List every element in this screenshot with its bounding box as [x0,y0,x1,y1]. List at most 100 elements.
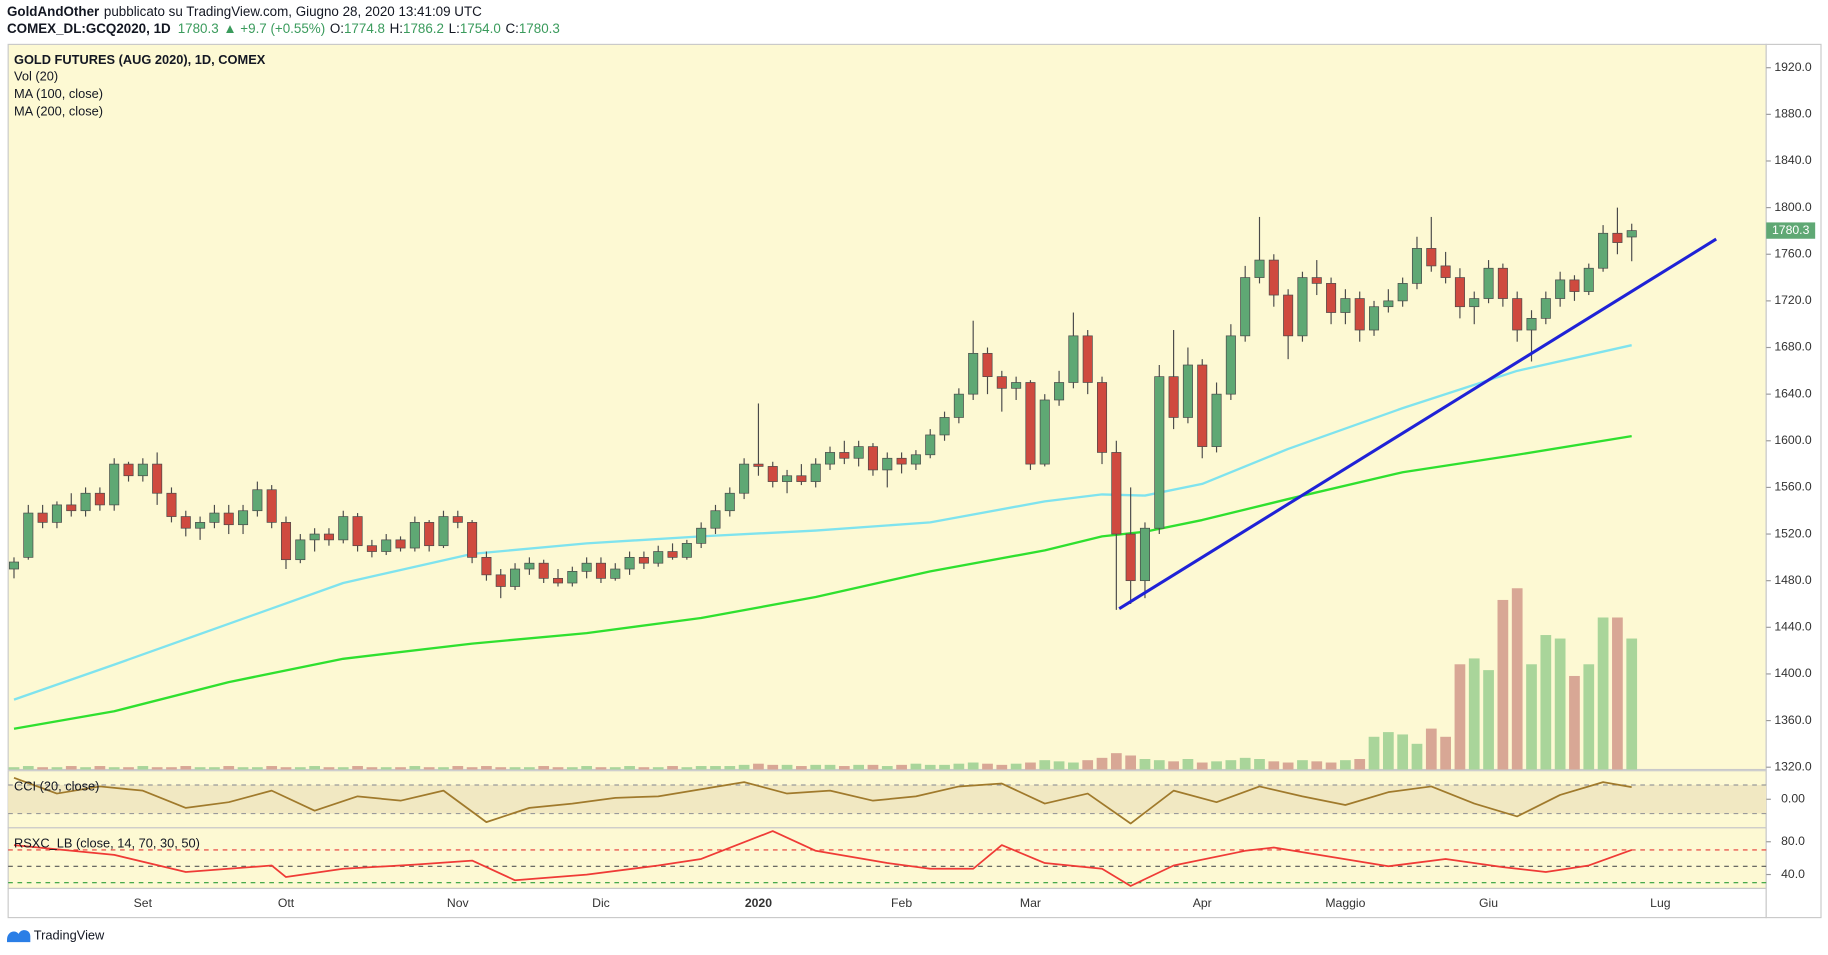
volume-bar [1096,757,1108,770]
candle-body [323,533,334,541]
volume-bar [1297,760,1308,770]
volume-bar [695,766,707,770]
candle-body [1011,382,1022,389]
candle-body [753,463,764,467]
x-tick-label: Giu [1479,896,1498,910]
volume-bar [1382,732,1394,770]
candle-body [968,352,979,395]
volume-bar [1110,753,1122,770]
volume-bar [8,767,20,770]
volume-bar [323,767,335,770]
volume-bar [853,764,865,770]
candle-body [223,512,234,526]
volume-bar [1483,670,1494,770]
candle-body [366,545,377,552]
candle-body [1383,300,1394,308]
candle-body [624,557,635,570]
volume-bar [538,766,550,770]
indicator-line [13,830,1632,887]
candle-body [1254,259,1265,278]
candle-body [510,568,521,587]
volume-bar [1411,743,1423,770]
y-tick-label: 1720.0 [1774,293,1812,307]
candle-body [94,492,105,506]
candle-body [767,466,778,482]
volume-bar [194,767,206,770]
volume-bar [1597,617,1609,770]
published-info: pubblicato su TradingView.com, Giugno 28… [104,3,482,18]
candle-body [1139,527,1150,582]
volume-bar [624,766,635,770]
candle-body [209,512,220,523]
ohlc-label: L: [449,21,460,36]
candle-body [1512,298,1523,331]
volume-bar [724,766,736,770]
volume-bar [1239,757,1251,770]
candle-body [80,492,91,512]
candle-body [1283,294,1294,337]
volume-bar [166,767,177,770]
candle-body [1540,298,1551,319]
author[interactable]: GoldAndOther [7,3,100,18]
candle-body [1168,376,1179,418]
x-tick-label: Nov [447,896,470,910]
candle-body [1555,279,1566,299]
y-tick-label: 1600.0 [1774,433,1812,447]
candle-body [166,492,177,517]
volume-bar [1511,588,1523,770]
y-tick-label: 0.00 [1781,791,1805,805]
pane-label: CCI (20, close) [14,778,99,793]
volume-bar [1440,736,1451,770]
volume-bar [137,766,149,770]
candle-body [238,510,249,526]
candle-body [1440,265,1451,278]
x-tick-label: Set [134,896,153,910]
volume-bar [796,766,807,770]
ohlc-value: 1774.8 [344,21,385,36]
volume-bar [1354,759,1366,770]
candle-body [309,533,320,541]
candle-body [338,516,349,541]
candle-body [667,551,678,558]
volume-bar [1139,759,1151,770]
last-price-label: 1780.3 [1772,223,1810,237]
volume-bar [1612,617,1623,770]
candle-body [867,446,878,471]
main-pane [7,43,1767,771]
volume-bar [910,763,922,770]
candle-body [1297,277,1308,337]
volume-bar [881,766,893,770]
candle-body [37,512,48,523]
candle-body [1583,267,1594,292]
ohlc-value: 1780.3 [519,21,560,36]
volume-bar [1125,755,1137,770]
candle-body [195,522,206,529]
candle-body [1197,364,1208,447]
volume-bar [1569,675,1580,770]
ohlc-label: C: [505,21,518,36]
volume-bar [151,767,163,770]
volume-bar [1468,658,1480,770]
candle-body [853,446,864,459]
volume-bar [1153,760,1165,770]
volume-bar [824,764,836,770]
candle-body [1397,283,1408,302]
volume-bar [838,766,850,770]
volume-bar [94,766,106,770]
volume-bar [1196,762,1208,770]
volume-bar [123,767,134,770]
volume-bar [1397,734,1409,770]
volume-bar [939,764,950,770]
volume-bar [1425,728,1437,770]
volume-bar [996,764,1008,770]
volume-bar [1010,763,1022,770]
y-tick-label: 40.0 [1781,867,1805,881]
volume-bar [423,767,435,770]
footer-brand[interactable]: TradingView [6,928,105,943]
ohlc-label: O: [330,21,344,36]
volume-bar [753,763,764,770]
last-price-marker [1766,222,1816,239]
volume-bar [1268,761,1280,770]
candle-body [1125,533,1136,582]
